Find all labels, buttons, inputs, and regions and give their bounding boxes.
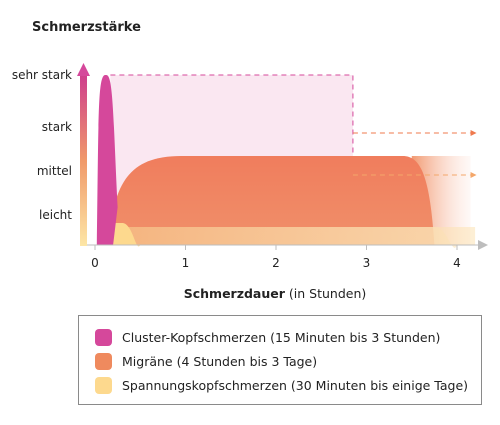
legend-swatch-tension — [95, 376, 112, 394]
x-axis-title-unit: (in Stunden) — [285, 286, 366, 301]
legend-swatch-cluster — [95, 328, 112, 346]
x-tick-label-0: 0 — [91, 256, 99, 270]
cluster-area — [96, 75, 118, 245]
y-axis-labels: leicht mittel stark sehr stark — [12, 68, 72, 222]
x-tick-label-3: 3 — [363, 256, 371, 270]
x-axis-title-bold: Schmerzdauer — [184, 286, 286, 301]
y-label-sehr-stark: sehr stark — [12, 68, 72, 82]
legend-label-cluster: Cluster-Kopfschmerzen (15 Minuten bis 3 … — [122, 329, 441, 345]
legend-label-migraine: Migräne (4 Stunden bis 3 Tage) — [122, 353, 318, 369]
migraine-area — [108, 156, 435, 245]
series-areas — [96, 74, 477, 248]
legend: Cluster-Kopfschmerzen (15 Minuten bis 3 … — [78, 315, 482, 405]
legend-label-tension: Spannungskopfschmerzen (30 Minuten bis e… — [122, 377, 469, 393]
x-tick-label-1: 1 — [182, 256, 190, 270]
x-tick-label-4: 4 — [453, 256, 461, 270]
x-tick-label-2: 2 — [272, 256, 280, 270]
chart-title: Schmerzstärke — [32, 20, 141, 35]
x-axis-arrow — [478, 240, 488, 250]
y-axis-bar — [80, 76, 87, 246]
y-label-mittel: mittel — [37, 164, 72, 178]
tension-main-area — [122, 227, 458, 248]
y-axis-arrow — [77, 63, 90, 76]
tension-continues-arrowhead — [470, 172, 477, 178]
y-label-stark: stark — [42, 120, 72, 134]
y-label-leicht: leicht — [39, 208, 72, 222]
legend-item-tension: Spannungskopfschmerzen (30 Minuten bis e… — [95, 376, 468, 394]
migraine-continues-arrowhead — [470, 130, 477, 136]
x-axis-ticks: 0 1 2 3 4 — [91, 245, 461, 270]
legend-item-migraine: Migräne (4 Stunden bis 3 Tage) — [95, 352, 317, 370]
legend-swatch-migraine — [95, 352, 112, 370]
legend-item-cluster: Cluster-Kopfschmerzen (15 Minuten bis 3 … — [95, 328, 440, 346]
pain-chart: Schmerzstärke leicht mittel stark sehr star… — [12, 20, 488, 301]
x-axis-title: Schmerzdauer (in Stunden) — [184, 286, 367, 301]
